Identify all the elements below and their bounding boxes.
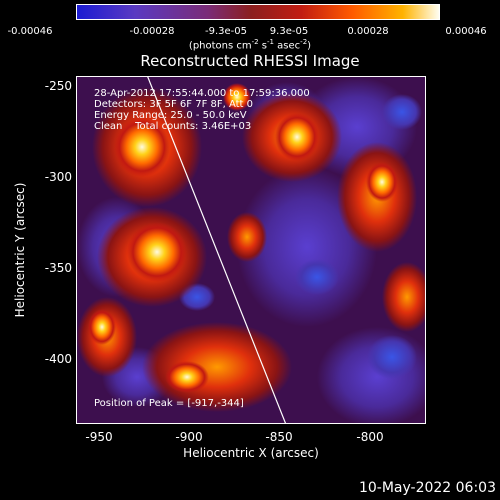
x-tick-label: -850 (265, 430, 293, 444)
colorbar-units: (photons cm-2 s-1 asec-2) (188, 38, 312, 52)
time-range-text: 28-Apr-2012 17:55:44.000 to 17:59:36.000 (94, 88, 310, 99)
colorbar (76, 4, 440, 20)
colorbar-tick-label: -0.00028 (129, 26, 175, 37)
y-tick-label: -400 (44, 352, 72, 366)
y-axis-label: Heliocentric Y (arcsec) (13, 182, 27, 318)
colorbar-tick-labels: -0.00046 -0.00028 -9.3e-05 9.3e-05 0.000… (0, 26, 500, 40)
clean-counts-text: Clean Total counts: 3.46E+03 (94, 121, 252, 132)
colorbar-tick-label: 0.00046 (445, 26, 487, 37)
colorbar-tick-label: 9.3e-05 (269, 26, 309, 37)
colorbar-tick-label: 0.00028 (347, 26, 389, 37)
rhessi-image (77, 77, 425, 423)
peak-position-text: Position of Peak = [-917,-344] (94, 398, 244, 409)
y-tick-label: -250 (44, 79, 72, 93)
colorbar-tick-label: -0.00046 (7, 26, 53, 37)
y-tick-label: -300 (44, 170, 72, 184)
solar-limb-line (147, 77, 287, 423)
colorbar-tick-label: -9.3e-05 (205, 26, 247, 37)
plot-title: Reconstructed RHESSI Image (140, 52, 360, 70)
y-tick-label: -350 (44, 261, 72, 275)
x-tick-label: -800 (356, 430, 384, 444)
timestamp: 10-May-2022 06:03 (358, 480, 496, 496)
detectors-text: Detectors: 3F 5F 6F 7F 8F, Att 0 (94, 99, 254, 110)
energy-range-text: Energy Range: 25.0 - 50.0 keV (94, 110, 247, 121)
x-tick-label: -900 (175, 430, 203, 444)
x-axis-label: Heliocentric X (arcsec) (183, 446, 319, 460)
image-plot (76, 76, 426, 424)
x-tick-label: -950 (85, 430, 113, 444)
